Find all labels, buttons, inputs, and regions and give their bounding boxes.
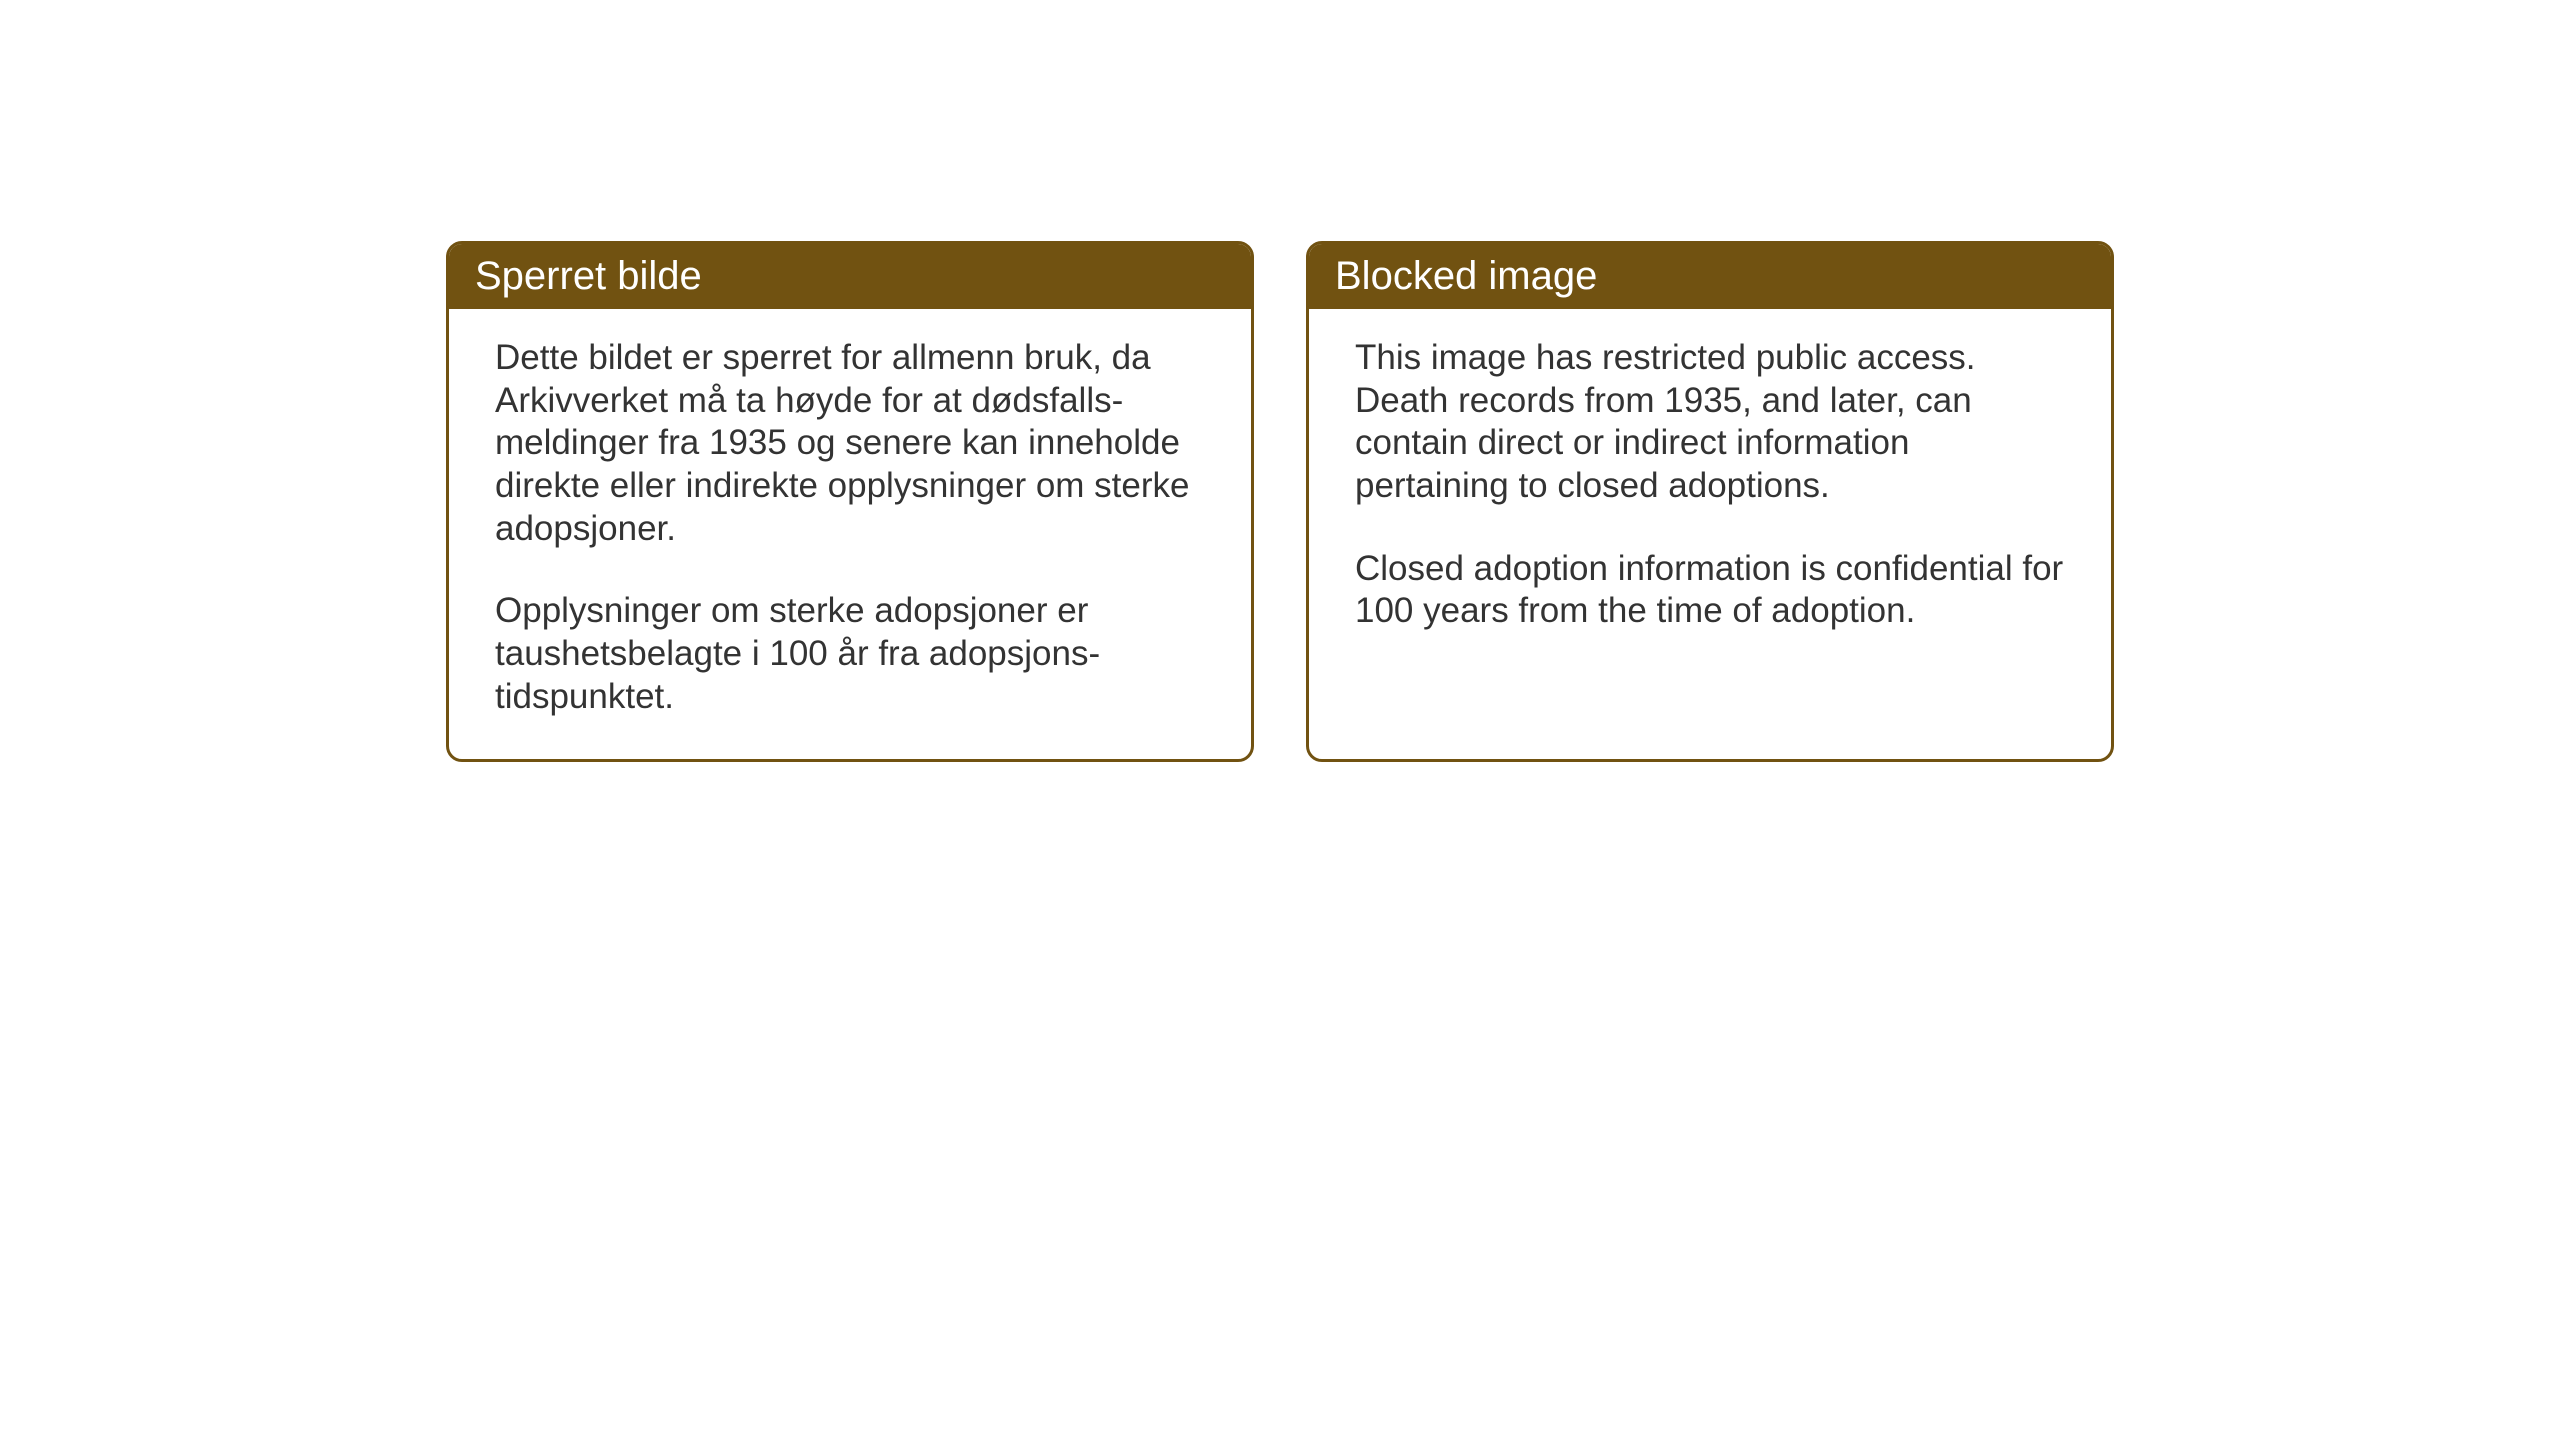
- card-paragraph1-english: This image has restricted public access.…: [1355, 337, 2065, 508]
- notice-cards-container: Sperret bilde Dette bildet er sperret fo…: [446, 241, 2114, 762]
- card-header-english: Blocked image: [1309, 244, 2111, 309]
- card-paragraph1-norwegian: Dette bildet er sperret for allmenn bruk…: [495, 337, 1205, 550]
- card-paragraph2-norwegian: Opplysninger om sterke adopsjoner er tau…: [495, 590, 1205, 718]
- card-header-norwegian: Sperret bilde: [449, 244, 1251, 309]
- card-title-english: Blocked image: [1335, 254, 1597, 298]
- card-paragraph2-english: Closed adoption information is confident…: [1355, 548, 2065, 633]
- notice-card-norwegian: Sperret bilde Dette bildet er sperret fo…: [446, 241, 1254, 762]
- notice-card-english: Blocked image This image has restricted …: [1306, 241, 2114, 762]
- card-body-norwegian: Dette bildet er sperret for allmenn bruk…: [449, 309, 1251, 759]
- card-body-english: This image has restricted public access.…: [1309, 309, 2111, 673]
- card-title-norwegian: Sperret bilde: [475, 254, 702, 298]
